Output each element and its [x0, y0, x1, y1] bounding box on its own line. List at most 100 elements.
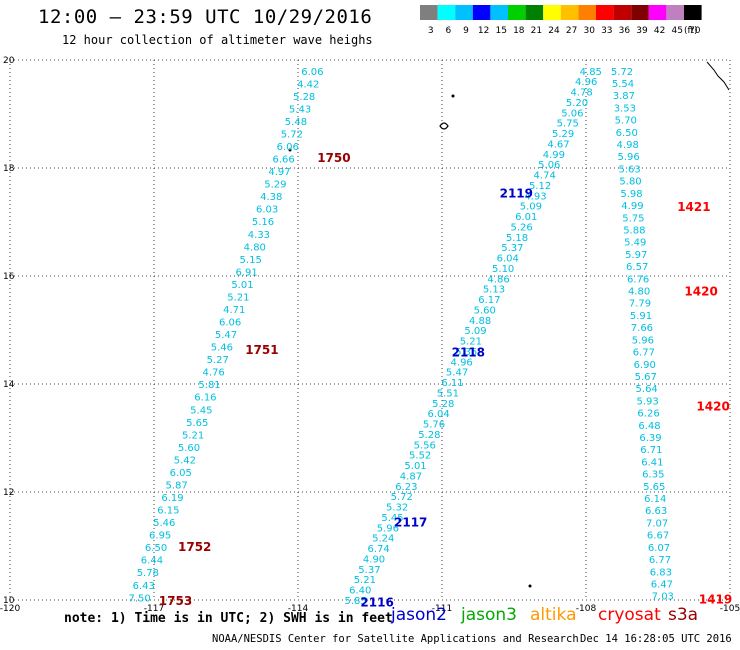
- y-tick-label: 18: [3, 164, 15, 174]
- legend-swatch: [420, 5, 438, 20]
- swh-value-s3a: 5.47: [215, 330, 237, 341]
- swh-value-cryosat: 5.63: [618, 164, 640, 175]
- swh-value-jason2: 5.85: [344, 596, 366, 607]
- swh-value-jason2: 5.96: [377, 523, 399, 534]
- legend-label: 24: [548, 26, 560, 36]
- island-outline: [439, 122, 449, 130]
- swh-value-s3a: 5.43: [289, 104, 311, 115]
- swh-value-jason2: 4.67: [547, 139, 569, 150]
- legend-swatch: [525, 5, 544, 20]
- swh-value-jason2: 4.85: [580, 67, 602, 78]
- swh-value-s3a: 5.21: [227, 292, 249, 303]
- swh-value-jason2: 5.09: [464, 326, 486, 337]
- chart-subtitle: 12 hour collection of altimeter wave hei…: [62, 33, 373, 47]
- swh-value-cryosat: 5.64: [636, 384, 658, 395]
- swh-value-s3a: 6.15: [157, 506, 179, 517]
- swh-value-s3a: 4.76: [203, 368, 225, 379]
- swh-value-jason2: 5.13: [483, 285, 505, 296]
- swh-value-jason2: 4.86: [487, 274, 509, 285]
- swh-value-cryosat: 6.76: [627, 274, 649, 285]
- x-tick-label: -117: [144, 604, 164, 614]
- swh-value-s3a: 6.16: [194, 393, 216, 404]
- swh-value-cryosat: 6.26: [637, 409, 659, 420]
- swh-value-s3a: 6.50: [145, 543, 167, 554]
- swh-value-cryosat: 5.93: [636, 396, 658, 407]
- swh-value-jason2: 5.60: [474, 305, 496, 316]
- legend-swatch: [578, 5, 596, 20]
- pass-number-s3a: 1753: [159, 594, 192, 608]
- swh-value-s3a: 4.42: [297, 79, 319, 90]
- swh-value-jason2: 5.12: [529, 181, 551, 192]
- swh-value-cryosat: 7.03: [652, 592, 674, 603]
- mission-label-cryosat: cryosat: [598, 605, 661, 625]
- swh-value-jason2: 4.88: [469, 316, 491, 327]
- swh-value-cryosat: 5.70: [615, 116, 637, 127]
- pass-number-cryosat: 1420: [696, 400, 729, 414]
- y-tick-label: 10: [3, 596, 15, 606]
- swh-value-cryosat: 3.53: [614, 103, 636, 114]
- swh-value-s3a: 5.72: [281, 129, 303, 140]
- swh-value-s3a: 5.46: [211, 343, 233, 354]
- swh-value-s3a: 5.42: [174, 455, 196, 466]
- swh-value-s3a: 5.45: [190, 405, 212, 416]
- legend-swatch: [631, 5, 649, 20]
- island-dot: [451, 94, 455, 98]
- swh-value-cryosat: 5.75: [622, 213, 644, 224]
- pass-number-s3a: 1752: [178, 540, 211, 554]
- legend-swatch: [508, 5, 526, 20]
- swh-value-jason2: 5.26: [510, 222, 532, 233]
- swh-value-s3a: 5.48: [285, 117, 307, 128]
- credit-text: NOAA/NESDIS Center for Satellite Applica…: [212, 633, 579, 645]
- legend-label: 42: [654, 26, 665, 36]
- swh-value-cryosat: 6.39: [639, 433, 661, 444]
- swh-value-s3a: 5.15: [240, 255, 262, 266]
- x-tick-label: -114: [288, 604, 309, 614]
- swh-value-jason2: 5.28: [432, 399, 454, 410]
- legend-swatch: [684, 5, 702, 20]
- swh-value-jason2: 5.06: [561, 108, 583, 119]
- legend-label: 15: [495, 26, 506, 36]
- mission-label-jason3: jason3: [461, 605, 517, 625]
- swh-value-s3a: 5.78: [137, 568, 159, 579]
- pass-number-s3a: 1750: [317, 151, 350, 165]
- swh-value-cryosat: 6.77: [649, 555, 671, 566]
- legend-swatch: [613, 5, 632, 20]
- legend-label: 9: [463, 26, 469, 36]
- y-tick-label: 14: [3, 380, 15, 390]
- swh-value-jason2: 5.28: [418, 430, 440, 441]
- legend-swatch: [596, 5, 614, 20]
- swh-value-cryosat: 5.49: [624, 238, 646, 249]
- swh-value-cryosat: 6.47: [651, 579, 673, 590]
- swh-value-s3a: 5.21: [182, 430, 204, 441]
- swh-value-cryosat: 5.54: [612, 79, 634, 90]
- swh-value-jason2: 4.99: [543, 150, 565, 161]
- swh-value-jason2: 4.90: [363, 554, 385, 565]
- swh-value-s3a: 5.28: [293, 92, 315, 103]
- x-tick-label: -111: [432, 604, 452, 614]
- swh-value-jason2: 5.09: [520, 202, 542, 213]
- swh-value-jason2: 5.47: [446, 368, 468, 379]
- swh-value-cryosat: 5.98: [620, 189, 642, 200]
- swh-value-jason2: 6.04: [497, 254, 519, 265]
- swh-value-s3a: 6.06: [219, 318, 241, 329]
- color-legend: 3 6 9 12 15 18 21 24 27 30 33 36 39 42 45 70(ft): [420, 5, 702, 36]
- swh-value-cryosat: 7.07: [646, 518, 668, 529]
- swh-value-jason2: 5.56: [414, 440, 436, 451]
- swh-value-jason2: 5.21: [460, 337, 482, 348]
- pass-number-cryosat: 1420: [684, 285, 717, 299]
- legend-swatch: [560, 5, 579, 20]
- swh-value-jason2: 5.01: [404, 461, 426, 472]
- swh-value-s3a: 7.50: [128, 593, 150, 604]
- swh-value-cryosat: 5.97: [625, 250, 647, 261]
- swh-value-cryosat: 4.98: [617, 140, 639, 151]
- swh-value-cryosat: 6.90: [634, 360, 656, 371]
- swh-value-jason2: 6.11: [441, 378, 463, 389]
- swh-value-s3a: 5.81: [198, 380, 220, 391]
- pass-number-s3a: 1751: [245, 343, 278, 357]
- legend-label: 39: [636, 26, 648, 36]
- swh-value-cryosat: 6.77: [633, 348, 655, 359]
- swh-value-jason2: 6.74: [368, 544, 390, 555]
- credit-timestamp: Dec 14 16:28:05 UTC 2016: [580, 633, 732, 645]
- swh-value-cryosat: 5.65: [643, 482, 665, 493]
- swh-value-jason2: 6.17: [478, 295, 500, 306]
